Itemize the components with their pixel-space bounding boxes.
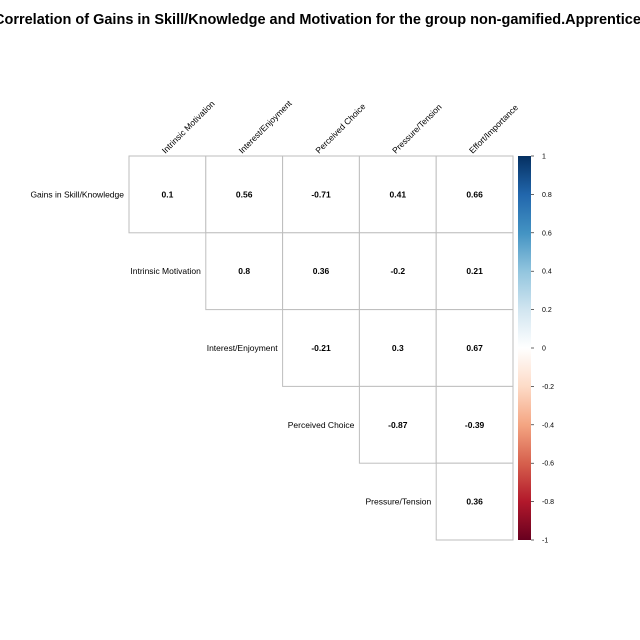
column-label: Effort/Importance: [467, 102, 520, 155]
colorbar-tick-label: -0.8: [542, 499, 554, 506]
cell-value: -0.71: [311, 189, 331, 199]
cell-value: 0.56: [236, 189, 253, 199]
row-label: Perceived Choice: [288, 420, 355, 430]
heatmap-cell: [282, 232, 360, 311]
heatmap-cell: [435, 462, 514, 541]
heatmap-cell: [358, 309, 437, 387]
heatmap-cell: [435, 155, 514, 234]
column-labels: Intrinsic Motivation Interest/Enjoyment Pe…: [160, 98, 520, 156]
colorbar-tick-label: 0.4: [542, 269, 552, 276]
cell-value: 0.3: [392, 343, 404, 353]
heatmap-cell: [435, 309, 514, 387]
colorbar-gradient: [518, 156, 531, 540]
colorbar-tick-label: -0.6: [542, 461, 554, 468]
row-label: Gains in Skill/Knowledge: [30, 189, 124, 199]
heatmap-cell: [358, 385, 437, 464]
cell-value: -0.21: [311, 343, 331, 353]
cell-value: -0.39: [465, 420, 485, 430]
column-label: Perceived Choice: [313, 101, 367, 155]
cell-value: -0.87: [388, 420, 408, 430]
colorbar-tick-label: 0: [542, 346, 546, 353]
column-label: Interest/Enjoyment: [237, 98, 295, 156]
row-label: Pressure/Tension: [366, 497, 432, 507]
heatmap-cells: 0.1 0.56 -0.71 0.41 0.66 0.8 0.36 -0.2 0.21 -0.21…: [128, 155, 514, 541]
row-labels: Gains in Skill/Knowledge Intrinsic Motiva…: [30, 189, 431, 506]
cell-value: 0.36: [313, 266, 330, 276]
heatmap-cell: [205, 232, 284, 311]
chart-title: Correlation of Gains in Skill/Knowledge …: [0, 12, 640, 28]
heatmap-cell: [358, 232, 437, 311]
cell-value: 0.21: [466, 266, 483, 276]
row-label: Interest/Enjoyment: [207, 343, 279, 353]
cell-value: 0.41: [390, 189, 407, 199]
column-label: Intrinsic Motivation: [160, 98, 217, 155]
colorbar-tick-label: 0.6: [542, 230, 552, 237]
column-label: Pressure/Tension: [390, 102, 444, 156]
colorbar: 1 0.8 0.6 0.4 0.2 0 -0.2 -0.4 -0.6 -0.8 -1: [518, 154, 554, 545]
cell-value: 0.36: [466, 497, 483, 507]
cell-value: 0.8: [238, 266, 250, 276]
cell-value: 0.1: [161, 189, 173, 199]
cell-value: -0.2: [390, 266, 405, 276]
colorbar-tick-label: 0.2: [542, 307, 552, 314]
colorbar-tick-label: 1: [542, 154, 546, 161]
cell-value: 0.67: [466, 343, 483, 353]
row-label: Intrinsic Motivation: [130, 266, 201, 276]
heatmap-cell: [435, 232, 514, 311]
colorbar-tick-label: -1: [542, 538, 548, 545]
colorbar-tick-label: 0.8: [542, 192, 552, 199]
colorbar-tick-label: -0.4: [542, 422, 554, 429]
heatmap-cell: [282, 309, 360, 387]
heatmap-cell: [435, 385, 514, 464]
colorbar-tick-label: -0.2: [542, 384, 554, 391]
cell-value: 0.66: [466, 189, 483, 199]
